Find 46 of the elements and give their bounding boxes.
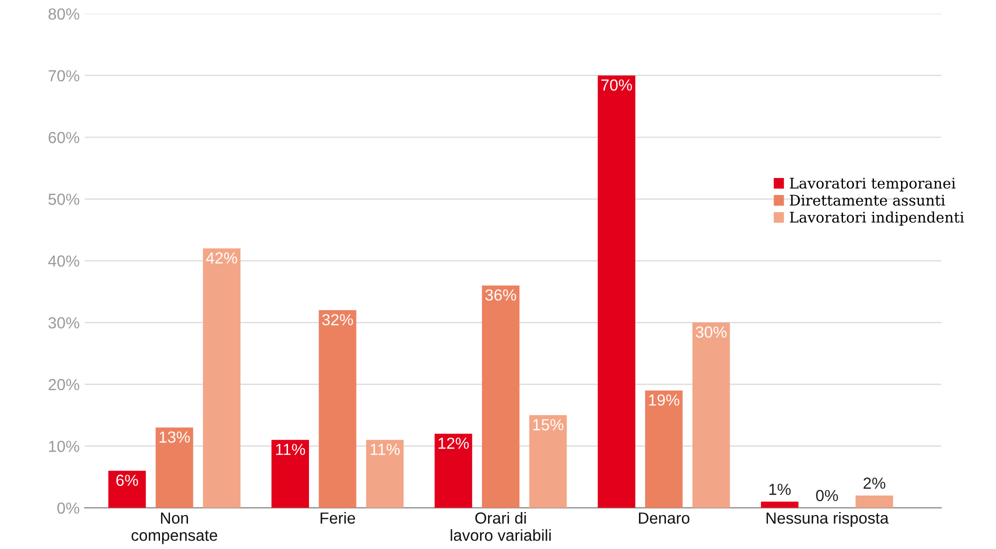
bar	[482, 285, 520, 508]
bar	[760, 502, 798, 508]
data-label: 2%	[864, 478, 886, 489]
bar	[108, 470, 146, 508]
y-tick-label: 30%	[48, 317, 80, 328]
x-tick-label: Denaro	[638, 512, 690, 524]
x-tick-label: Orari di lavoro variabili	[450, 512, 551, 541]
data-label: 11%	[370, 444, 400, 456]
data-label: 13%	[160, 431, 190, 443]
data-label: 1%	[769, 484, 791, 495]
bar	[156, 428, 194, 508]
data-label: 36%	[485, 289, 516, 301]
bar	[366, 440, 404, 508]
legend-label: Direttamente assunti	[790, 194, 946, 206]
bar	[598, 75, 636, 508]
y-tick-label: 10%	[49, 440, 80, 452]
bar	[692, 322, 730, 508]
y-tick-label: 50%	[48, 194, 80, 205]
bar	[202, 248, 240, 508]
bar	[529, 415, 567, 508]
y-tick-label: 70%	[48, 70, 80, 82]
x-tick-label: Nessuna risposta	[766, 512, 889, 527]
data-label: 0%	[816, 490, 838, 502]
bar	[645, 390, 683, 508]
bar	[271, 440, 309, 508]
data-label: 12%	[438, 438, 469, 449]
data-label: 19%	[649, 394, 680, 406]
data-label: 42%	[206, 252, 238, 264]
data-label: 30%	[696, 326, 727, 338]
data-label: 11%	[276, 444, 306, 456]
bar	[434, 434, 472, 508]
y-tick-label: 40%	[48, 255, 80, 267]
legend-label: Lavoratori indipendenti	[790, 211, 964, 226]
y-tick-label: 80%	[48, 8, 80, 20]
data-label: 6%	[116, 474, 138, 486]
data-label: 70%	[601, 79, 632, 91]
x-tick-label: Ferie	[320, 512, 356, 524]
y-tick-label: 0%	[57, 502, 80, 514]
bar	[318, 310, 356, 508]
legend-label: Lavoratori temporanei	[790, 178, 956, 192]
data-label: 15%	[533, 419, 564, 430]
y-tick-label: 20%	[48, 378, 80, 390]
y-tick-label: 60%	[48, 132, 80, 144]
bar	[856, 495, 894, 508]
x-tick-label: Non compensate	[132, 512, 218, 544]
data-label: 32%	[322, 314, 353, 326]
